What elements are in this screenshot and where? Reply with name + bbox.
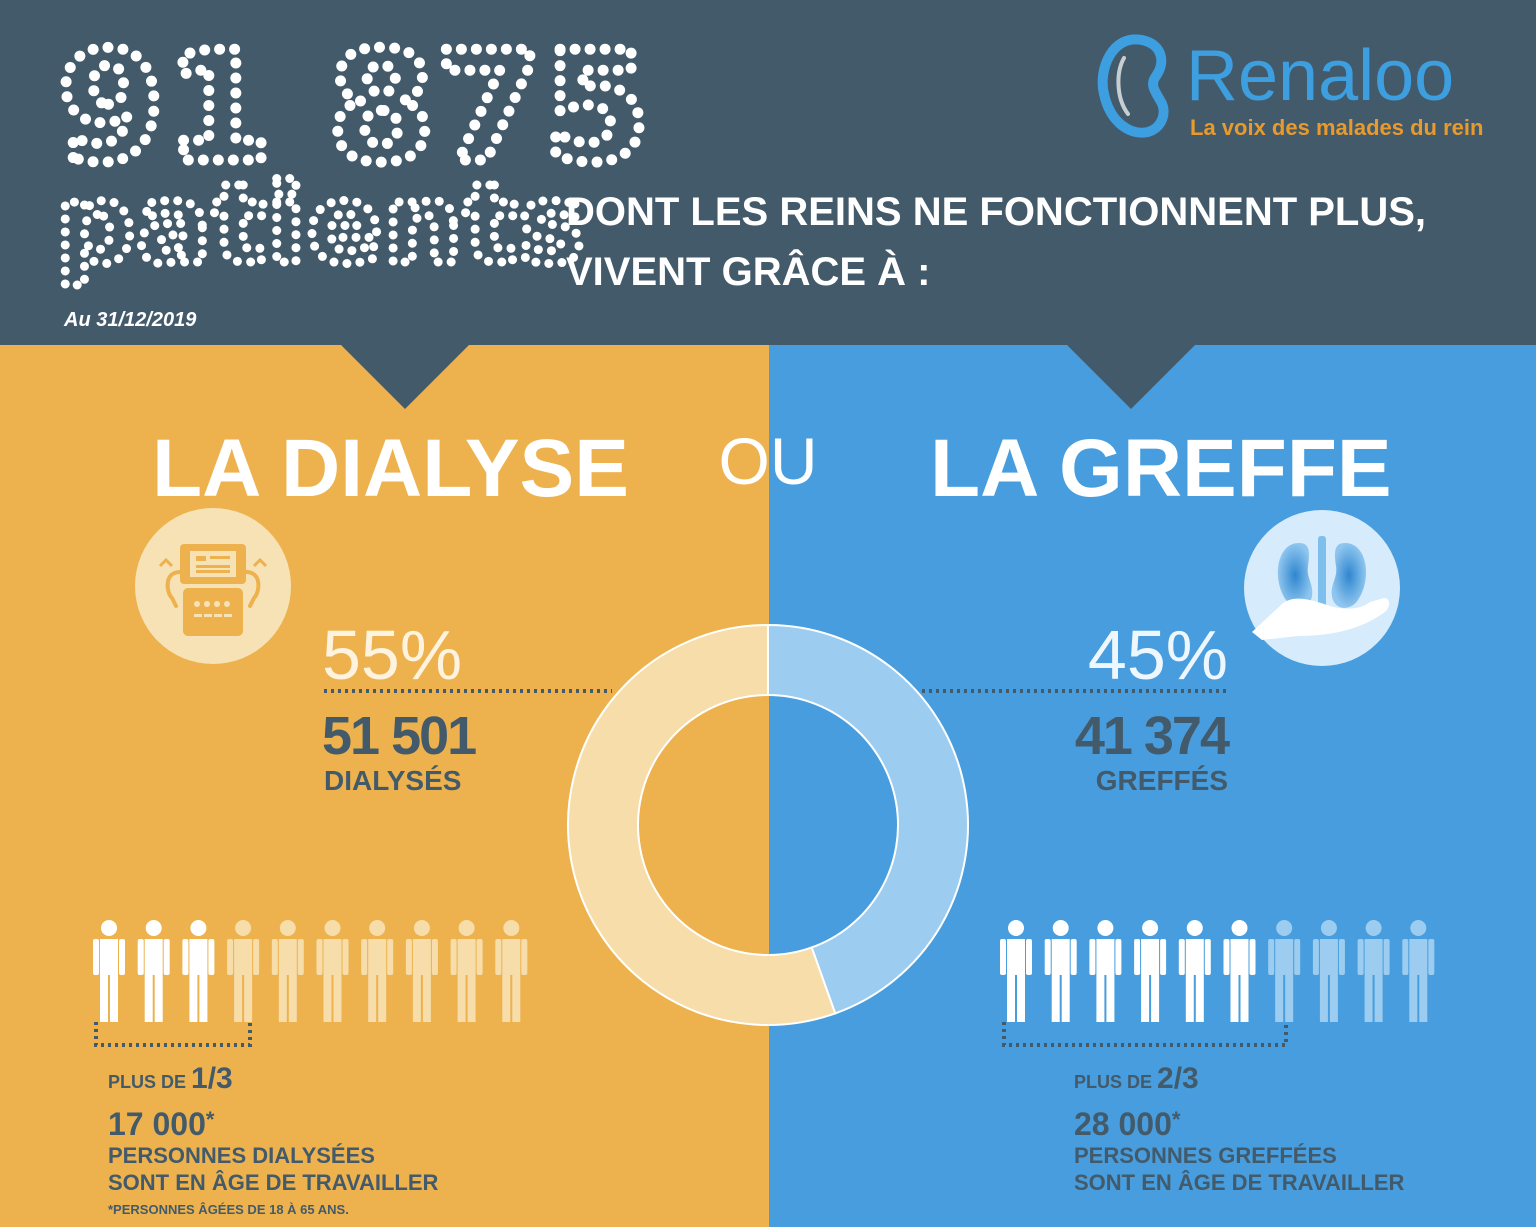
donut-slice-greffes — [767, 623, 969, 1015]
big-word: patients — [56, 160, 586, 288]
dialyse-people-row — [93, 920, 528, 1022]
dialysis-machine-icon — [135, 508, 291, 664]
dialyse-person-icon — [405, 920, 438, 1022]
greffe-fraction: 2/3 — [1157, 1062, 1199, 1095]
dialyse-working-line1: PERSONNES DIALYSÉES — [108, 1143, 375, 1168]
greffe-person-icon — [1312, 920, 1345, 1022]
dialyse-fraction-line: PLUS DE 1/3 — [108, 1062, 233, 1095]
greffe-person-icon — [1268, 920, 1301, 1022]
greffe-working-count-line: 28 000* — [1074, 1106, 1181, 1142]
greffe-title: LA GREFFE — [930, 423, 1392, 514]
greffe-person-icon — [1178, 920, 1211, 1022]
logo-name: Renaloo — [1186, 36, 1454, 116]
age-footnote: *PERSONNES ÂGÉES DE 18 À 65 ANS. — [108, 1202, 349, 1217]
logo-tagline: La voix des malades du rein — [1190, 115, 1483, 140]
greffe-count-label: GREFFÉS — [1096, 765, 1228, 796]
greffe-person-icon — [1044, 920, 1077, 1022]
greffe-person-icon — [1089, 920, 1122, 1022]
header-pointer-left — [340, 344, 470, 409]
header-pointer-right — [1066, 344, 1196, 409]
header-subtitle-line1: DONT LES REINS NE FONCTIONNENT PLUS, — [566, 190, 1426, 234]
dialyse-person-icon — [137, 920, 170, 1022]
donut-slice-dialyses — [567, 623, 837, 1026]
greffe-working-line1: PERSONNES GREFFÉES — [1074, 1143, 1337, 1168]
dialyse-person-icon — [495, 920, 528, 1022]
dialyse-fraction: 1/3 — [191, 1062, 233, 1095]
dialyse-person-icon — [182, 920, 215, 1022]
header-subtitle-line2: VIVENT GRÂCE À : — [566, 248, 930, 294]
header-panel — [0, 0, 1536, 345]
renaloo-logo: Renaloo La voix des malades du rein — [1097, 34, 1483, 140]
dialyse-person-icon — [227, 920, 260, 1022]
dialyse-person-icon — [316, 920, 349, 1022]
dialyse-person-icon — [450, 920, 483, 1022]
patients-donut-chart — [567, 623, 969, 1026]
greffe-fraction-line: PLUS DE 2/3 — [1074, 1062, 1199, 1095]
dialyse-bracket — [94, 1022, 252, 1047]
dialyse-person-icon — [93, 920, 125, 1022]
big-number: 91 875 — [58, 19, 652, 196]
dialyse-working-line2: SONT EN ÂGE DE TRAVAILLER — [108, 1170, 439, 1195]
greffe-percent: 45% — [1088, 616, 1228, 694]
dialyse-count-label: DIALYSÉS — [324, 765, 461, 796]
greffe-person-icon — [1402, 920, 1435, 1022]
dialyse-working-count-line: 17 000* — [108, 1106, 215, 1142]
greffe-bracket — [1002, 1022, 1288, 1047]
greffe-working-line2: SONT EN ÂGE DE TRAVAILLER — [1074, 1170, 1405, 1195]
dialyse-working-count: 17 000 — [108, 1106, 206, 1142]
big-number-dots: 91 875 — [53, 14, 656, 202]
greffe-working-count: 28 000 — [1074, 1106, 1172, 1142]
dialyse-count: 51 501 — [322, 706, 476, 766]
dialyse-person-icon — [271, 920, 304, 1022]
greffe-person-icon — [1000, 920, 1032, 1022]
greffe-people-row — [1000, 920, 1435, 1022]
kidney-logo-icon — [1097, 34, 1169, 138]
greffe-count: 41 374 — [1075, 706, 1230, 766]
greffe-person-icon — [1223, 920, 1256, 1022]
kidney-in-hand-icon — [1244, 510, 1400, 666]
big-word-dots: patients — [52, 156, 589, 293]
connector-text: OU — [719, 424, 818, 498]
dialyse-title: LA DIALYSE — [152, 423, 629, 514]
dialyse-person-icon — [361, 920, 394, 1022]
date-label: Au 31/12/2019 — [63, 309, 197, 331]
greffe-person-icon — [1357, 920, 1390, 1022]
greffe-person-icon — [1134, 920, 1167, 1022]
dialyse-percent: 55% — [322, 616, 462, 694]
